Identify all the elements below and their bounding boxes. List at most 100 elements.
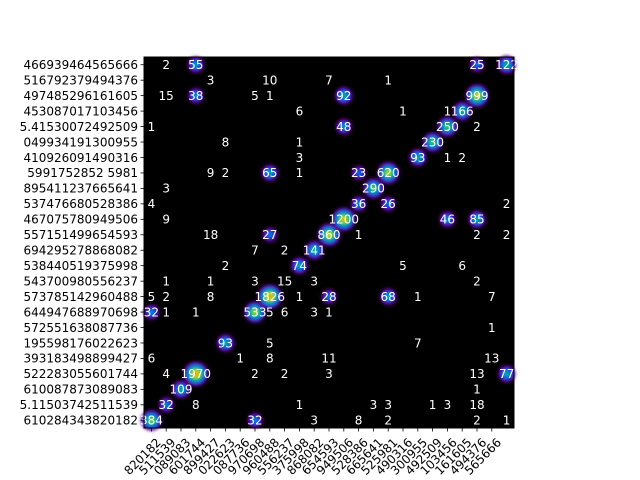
heat-spot — [262, 227, 278, 243]
cell-value-label: 1 — [148, 120, 156, 134]
cell-value-label: 8 — [207, 290, 215, 304]
heat-ring — [445, 125, 449, 129]
y-tick-label: 610087873089083 — [23, 383, 138, 397]
heat-ring — [194, 372, 198, 376]
heat-spot — [379, 288, 397, 306]
cell-value-label: 7 — [325, 73, 333, 87]
cell-value-label: 1 — [444, 104, 452, 118]
cell-value-label: 1 — [399, 104, 407, 118]
cell-value-label: 7 — [251, 244, 259, 258]
heat-ring — [164, 402, 169, 407]
y-tick-label: 195598176022623 — [23, 336, 138, 350]
heat-ring — [297, 263, 302, 268]
cell-value-label: 15 — [277, 274, 292, 288]
cell-value-label: 2 — [473, 120, 481, 134]
cell-value-label: 1 — [414, 290, 422, 304]
cell-value-label: 13 — [469, 367, 484, 381]
cell-value-label: 8 — [266, 352, 274, 366]
heat-spot — [439, 211, 456, 228]
heat-ring — [268, 295, 272, 298]
heat-spot — [158, 397, 174, 413]
heat-spot — [437, 116, 458, 137]
cell-value-label: 533 — [244, 305, 267, 319]
cell-value-label: 2 — [281, 244, 289, 258]
y-tick-label: 644947688970698 — [23, 305, 138, 319]
heat-ring — [475, 94, 479, 98]
cell-value-label: 1 — [473, 383, 481, 397]
cell-value-label: 2 — [473, 274, 481, 288]
cell-value-label: 1 — [384, 73, 392, 87]
heat-ring — [342, 217, 346, 221]
cell-value-label: 11 — [321, 352, 336, 366]
y-tick-label: 895411237665641 — [23, 182, 138, 196]
cell-value-label: 4 — [148, 197, 156, 211]
heat-spot — [468, 210, 486, 229]
cell-value-label: 2 — [473, 414, 481, 428]
y-tick-label: 557151499654593 — [23, 228, 138, 242]
x-axis: 8201825115390890836017448994270226230877… — [121, 428, 504, 478]
cell-value-label: 8 — [192, 398, 200, 412]
heat-spot — [452, 101, 472, 121]
heat-spot — [335, 118, 352, 135]
cell-value-label: 620 — [377, 166, 400, 180]
heat-ring — [149, 310, 154, 314]
y-tick-label: 410926091490316 — [23, 151, 138, 165]
heat-ring — [416, 155, 420, 160]
heat-spot — [377, 161, 400, 185]
cell-value-label: 1 — [192, 305, 200, 319]
cell-value-label: 18 — [203, 228, 218, 242]
heat-ring — [445, 217, 450, 221]
cell-value-label: 3 — [310, 274, 318, 288]
cell-value-label: 48 — [336, 120, 351, 134]
y-tick-label: 537476680528386 — [23, 197, 138, 211]
heat-ring — [505, 63, 509, 67]
cell-value-label: 13 — [484, 352, 499, 366]
cell-value-label: 1 — [429, 398, 437, 412]
cell-value-label: 4 — [162, 367, 170, 381]
y-tick-label: 5.11503742511539 — [20, 398, 138, 412]
cell-value-label: 74 — [292, 259, 307, 273]
heat-spot — [497, 55, 516, 74]
cell-value-label: 92 — [336, 89, 351, 103]
y-tick-label: 573785142960488 — [23, 290, 138, 304]
heat-spot — [304, 240, 324, 260]
heat-ring — [475, 62, 479, 67]
cell-value-label: 28 — [321, 290, 336, 304]
heat-ring — [253, 418, 257, 423]
cell-value-label: 2 — [222, 259, 230, 273]
cell-value-label: 27 — [262, 228, 277, 242]
cell-value-label: 2 — [251, 367, 259, 381]
heat-ring — [356, 171, 361, 175]
heat-spot — [469, 57, 485, 73]
cell-value-label: 1 — [488, 321, 496, 335]
cell-value-label: 1 — [503, 414, 511, 428]
cell-value-label: 1 — [296, 290, 304, 304]
heat-ring — [356, 201, 361, 206]
cell-value-label: 3 — [370, 398, 378, 412]
cell-value-label: 32 — [247, 414, 262, 428]
cell-value-label: 7 — [488, 290, 496, 304]
heat-ring — [193, 93, 198, 98]
cell-value-label: 55 — [188, 58, 203, 72]
cell-value-label: 1 — [236, 352, 244, 366]
cell-value-label: 6 — [296, 104, 304, 118]
heat-spots — [140, 55, 516, 431]
cell-value-label: 77 — [499, 367, 514, 381]
cell-value-label: 1 — [296, 166, 304, 180]
y-tick-label: 393183498899427 — [23, 352, 138, 366]
cell-value-label: 3 — [325, 367, 333, 381]
cell-value-label: 6 — [148, 352, 156, 366]
cell-value-label: 1200 — [329, 213, 360, 227]
cell-value-label: 2 — [503, 228, 511, 242]
heat-spot — [465, 83, 489, 108]
heat-ring — [460, 109, 464, 113]
heat-ring — [342, 93, 346, 98]
cell-value-label: 999 — [466, 89, 489, 103]
y-tick-label: 467075780949506 — [23, 213, 138, 227]
cell-value-label: 3 — [384, 398, 392, 412]
y-tick-label: 453087017103456 — [23, 104, 138, 118]
heat-spot — [257, 284, 283, 310]
